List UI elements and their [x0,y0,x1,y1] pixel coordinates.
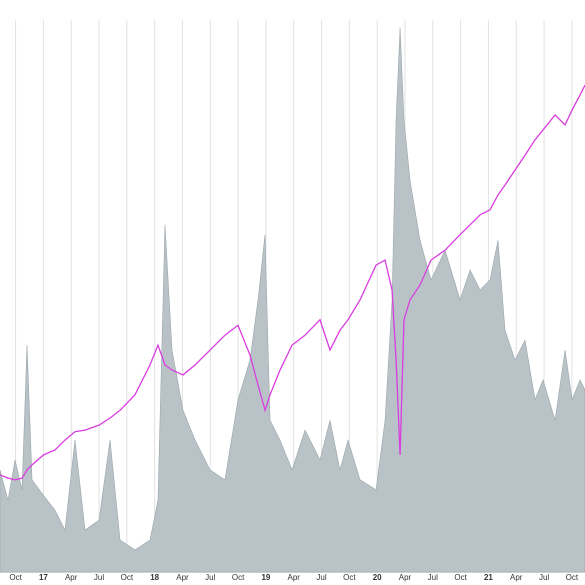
x-tick-label: Apr [65,573,78,582]
price-line [0,84,585,481]
x-tick-label: 19 [261,573,270,582]
x-tick-label: Jul [94,573,104,582]
x-tick-label: Apr [287,573,300,582]
x-tick-label: Oct [343,573,356,582]
x-tick-label: Jul [428,573,438,582]
x-tick-label: Oct [454,573,467,582]
x-tick-label: Oct [566,573,579,582]
x-tick-label: 17 [39,573,48,582]
x-tick-label: 21 [484,573,493,582]
x-tick-label: Oct [121,573,134,582]
volume-area [0,27,585,573]
x-tick-label: Apr [176,573,189,582]
x-tick-label: Apr [510,573,523,582]
x-tick-label: 20 [373,573,382,582]
x-tick-label: Jul [316,573,326,582]
x-tick-label: Oct [232,573,245,582]
x-tick-label: Jul [205,573,215,582]
x-tick-label: Oct [9,573,22,582]
x-tick-label: 18 [150,573,159,582]
x-tick-label: Apr [399,573,412,582]
x-tick-label: Jul [539,573,549,582]
